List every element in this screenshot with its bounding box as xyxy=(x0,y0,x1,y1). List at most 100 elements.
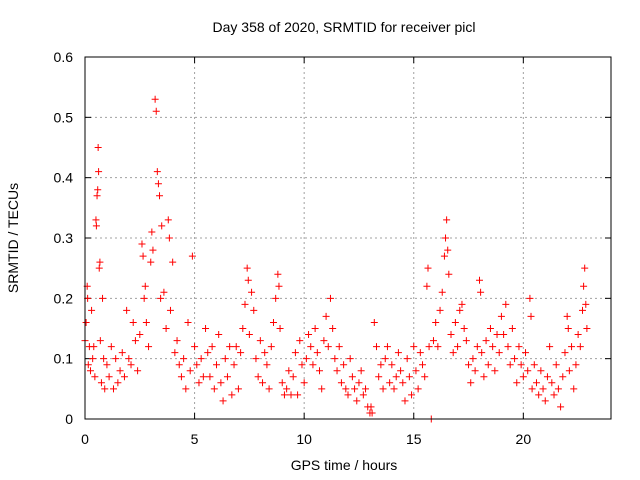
data-point xyxy=(166,306,174,314)
data-point xyxy=(550,391,558,399)
data-point xyxy=(219,397,227,405)
data-point xyxy=(210,385,218,393)
data-point xyxy=(120,373,128,381)
data-point xyxy=(357,367,365,375)
data-point xyxy=(390,385,398,393)
data-point xyxy=(193,361,201,369)
y-tick-label: 0.4 xyxy=(54,170,74,186)
data-point xyxy=(537,367,545,375)
data-point xyxy=(298,361,306,369)
data-point xyxy=(118,349,126,357)
data-point xyxy=(423,282,431,290)
data-point xyxy=(333,367,341,375)
data-point xyxy=(94,186,102,194)
data-point xyxy=(164,216,172,224)
data-point xyxy=(109,385,117,393)
data-point xyxy=(486,325,494,332)
data-point xyxy=(184,318,192,326)
data-point xyxy=(234,385,242,393)
data-point xyxy=(186,367,194,375)
data-point xyxy=(320,337,328,345)
data-point xyxy=(565,367,573,375)
data-point xyxy=(570,385,578,393)
data-point xyxy=(337,379,345,387)
data-point xyxy=(445,270,453,278)
data-point xyxy=(127,361,135,369)
data-point xyxy=(223,373,231,381)
data-point xyxy=(244,276,252,284)
data-point xyxy=(372,343,380,351)
data-point xyxy=(318,385,326,393)
data-point xyxy=(263,361,271,369)
data-point xyxy=(162,325,170,332)
data-point xyxy=(188,252,196,260)
data-point xyxy=(96,337,104,345)
data-point xyxy=(134,367,142,375)
data-point xyxy=(267,343,275,351)
data-point xyxy=(568,343,576,351)
data-point xyxy=(546,343,554,351)
data-point xyxy=(280,391,288,399)
data-point xyxy=(82,318,90,326)
data-point xyxy=(557,403,565,411)
data-point xyxy=(548,379,556,387)
data-point xyxy=(530,361,538,369)
data-point xyxy=(443,216,451,224)
data-point xyxy=(480,373,488,381)
data-point xyxy=(381,355,389,363)
data-point xyxy=(156,192,164,200)
data-point xyxy=(302,355,310,363)
data-point xyxy=(248,288,256,296)
data-point xyxy=(543,373,551,381)
data-point xyxy=(158,222,166,230)
data-point xyxy=(114,379,122,387)
data-point xyxy=(581,264,589,272)
data-point xyxy=(436,306,444,314)
data-point xyxy=(256,337,264,345)
data-point xyxy=(149,246,157,254)
data-point xyxy=(152,107,160,115)
data-point xyxy=(442,234,450,242)
data-point xyxy=(195,379,203,387)
data-point xyxy=(444,246,452,254)
data-point xyxy=(131,337,139,345)
data-point xyxy=(217,379,225,387)
data-point xyxy=(580,282,588,290)
data-point xyxy=(522,349,530,357)
data-point xyxy=(493,331,501,339)
y-tick-label: 0.6 xyxy=(54,49,74,65)
data-point xyxy=(191,343,199,351)
data-point xyxy=(254,373,262,381)
data-point xyxy=(307,343,315,351)
x-tick-label: 0 xyxy=(81,431,89,447)
data-point xyxy=(291,349,299,357)
data-point xyxy=(89,355,97,363)
data-point xyxy=(491,367,499,375)
data-point xyxy=(482,337,490,345)
data-point xyxy=(160,288,168,296)
data-point xyxy=(342,385,350,393)
data-point xyxy=(274,270,282,278)
data-point xyxy=(451,318,459,326)
data-point xyxy=(230,361,238,369)
data-point xyxy=(515,343,523,351)
data-point xyxy=(500,331,508,339)
data-point xyxy=(399,379,407,387)
data-point xyxy=(206,373,214,381)
data-point xyxy=(502,300,510,308)
data-point xyxy=(388,361,396,369)
data-point xyxy=(513,379,521,387)
data-point xyxy=(421,373,429,381)
data-point xyxy=(92,216,100,224)
data-point xyxy=(171,349,179,357)
data-point xyxy=(425,343,433,351)
data-point xyxy=(95,264,103,272)
data-point xyxy=(90,343,98,351)
data-point xyxy=(148,228,156,236)
data-point xyxy=(300,379,308,387)
data-point xyxy=(517,361,525,369)
data-point xyxy=(476,276,483,284)
data-point xyxy=(504,343,512,351)
data-point xyxy=(511,355,519,363)
